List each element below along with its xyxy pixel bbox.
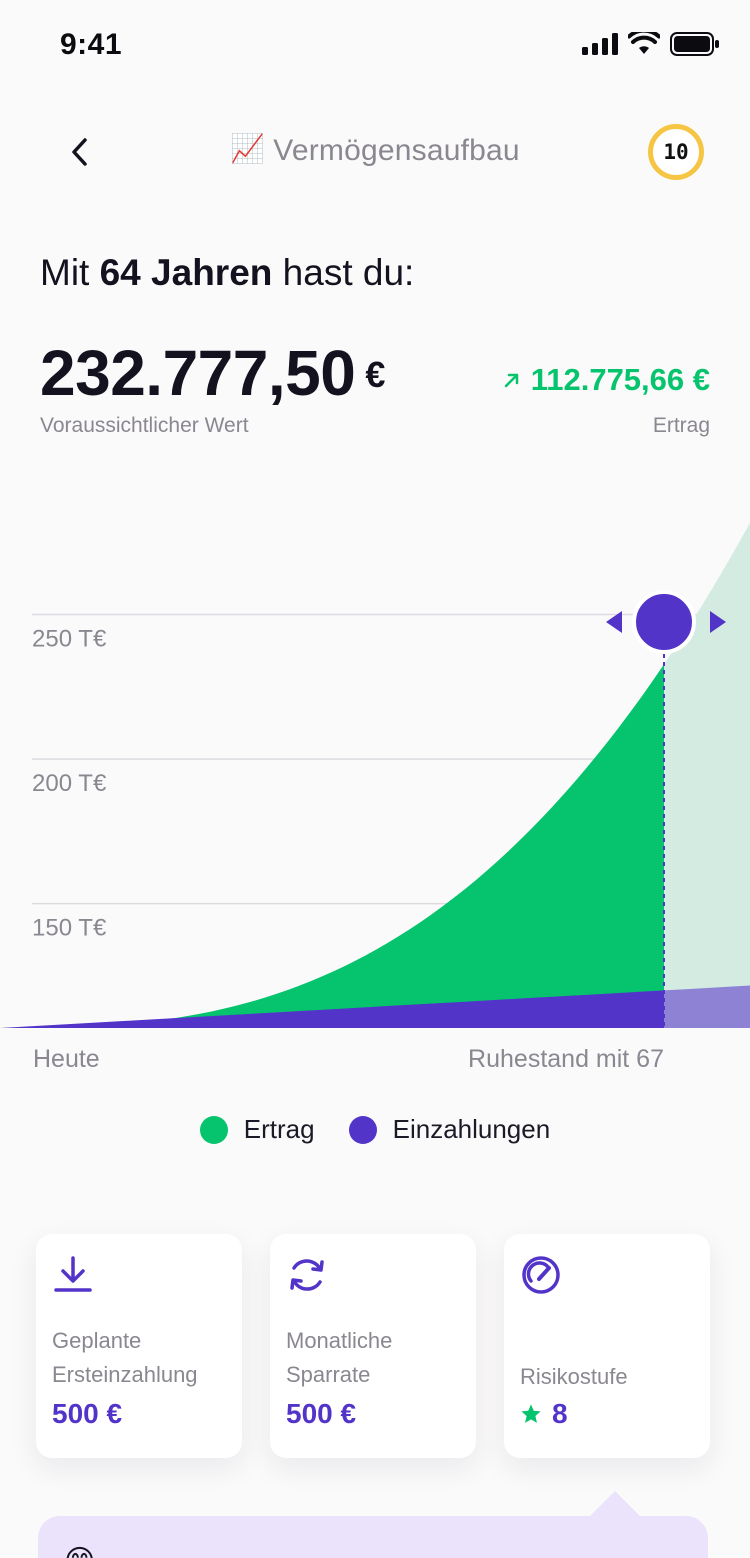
wifi-icon	[628, 32, 660, 54]
card-value: 500 €	[52, 1398, 123, 1429]
card-label: Geplante Ersteinzahlung	[52, 1328, 198, 1387]
card-value: 8	[520, 1398, 568, 1430]
smile-emoji-icon: 😊	[64, 1544, 95, 1558]
page-title: 📈 Vermögensaufbau	[0, 132, 750, 168]
headline-suffix: hast du:	[272, 252, 415, 293]
chart-legend: Ertrag Einzahlungen	[0, 1114, 750, 1145]
cursor-knob[interactable]	[632, 590, 696, 654]
legend-label-ertrag: Ertrag	[243, 1114, 315, 1144]
refresh-icon	[290, 1259, 324, 1291]
headline-age: 64 Jahren	[99, 252, 273, 293]
signal-icon	[582, 33, 618, 55]
x-end-label: Ruhestand mit 67	[468, 1045, 664, 1073]
status-icons	[582, 32, 720, 56]
y-tick-label: 200 T€	[32, 770, 107, 797]
caret-left-icon[interactable]	[606, 611, 622, 633]
future-deposit-area	[664, 985, 750, 1028]
download-icon	[54, 1256, 92, 1292]
y-tick-label: 250 T€	[32, 626, 107, 653]
page-title-text: Vermögensaufbau	[273, 134, 520, 167]
y-tick-label: 150 T€	[32, 915, 107, 942]
tip-arrow	[587, 1491, 643, 1519]
card-monthly-savings[interactable]: Monatliche Sparrate 500 €	[270, 1234, 476, 1458]
caret-right-icon[interactable]	[710, 611, 726, 633]
settings-cards: Geplante Ersteinzahlung 500 € Monatliche…	[36, 1234, 710, 1458]
chevron-left-icon	[72, 138, 87, 166]
headline-prefix: Mit	[40, 252, 100, 293]
star-icon	[521, 1404, 541, 1423]
card-initial-deposit[interactable]: Geplante Ersteinzahlung 500 €	[36, 1234, 242, 1458]
projected-value-currency: €	[365, 354, 385, 395]
gain-value: 112.775,66 €	[503, 362, 710, 398]
y-tick-labels: 250 T€ 200 T€ 150 T€	[32, 626, 107, 942]
speedometer-icon	[522, 1256, 560, 1294]
card-label: Monatliche Sparrate	[286, 1328, 393, 1387]
status-time: 9:41	[60, 28, 123, 61]
status-bar: 9:41	[0, 0, 750, 90]
future-total-area	[664, 522, 750, 1028]
gain-label: Ertrag	[652, 414, 710, 437]
headline: Mit 64 Jahren hast du:	[40, 252, 414, 294]
legend-item-einzahlungen: Einzahlungen	[348, 1114, 551, 1145]
battery-icon	[670, 32, 719, 56]
projected-value-label: Voraussichtlicher Wert	[40, 414, 249, 437]
legend-dot-ertrag	[199, 1115, 228, 1144]
projected-value-amount: 232.777,50	[40, 337, 356, 409]
card-value: 500 €	[286, 1398, 357, 1429]
nav-bar: 📈 Vermögensaufbau 10	[0, 110, 750, 194]
projected-value: 232.777,50 €	[40, 336, 385, 410]
card-label: Risikostufe	[520, 1364, 628, 1389]
tip-box: 😊	[38, 1516, 708, 1558]
x-start-label: Heute	[33, 1045, 100, 1073]
risk-level-value: 8	[552, 1398, 568, 1429]
gain-amount: 112.775,66 €	[530, 362, 710, 397]
legend-item-ertrag: Ertrag	[199, 1114, 315, 1145]
einzahlungen-area	[0, 990, 664, 1028]
back-button[interactable]	[54, 126, 106, 178]
wealth-chart[interactable]: 250 T€ 200 T€ 150 T€	[0, 470, 750, 1030]
ertrag-area	[0, 664, 664, 1028]
arrow-up-right-icon	[504, 373, 518, 388]
chart-emoji-icon: 📈	[230, 133, 266, 164]
card-risk-level[interactable]: Risikostufe 8	[504, 1234, 710, 1458]
level-badge[interactable]: 10	[648, 124, 704, 180]
legend-label-einzahlungen: Einzahlungen	[392, 1114, 551, 1144]
legend-dot-einzahlungen	[348, 1115, 377, 1144]
